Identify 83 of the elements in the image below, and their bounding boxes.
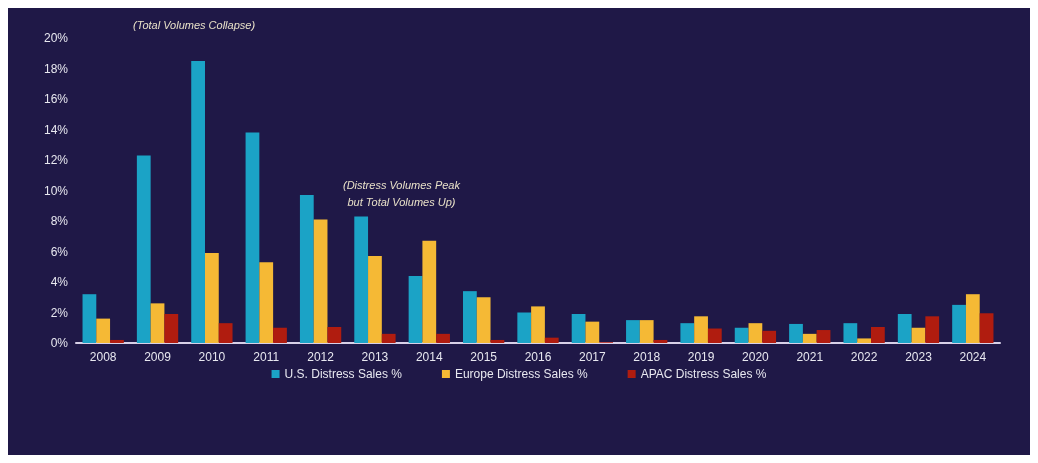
annotation: (Distress Volumes Peak but Total Volumes Up) — [343, 178, 461, 208]
bar — [897, 314, 912, 343]
bar — [653, 339, 668, 343]
y-tick-label: 12% — [43, 153, 69, 167]
legend-label: U.S. Distress Sales % — [284, 367, 403, 381]
bar — [925, 316, 940, 343]
x-tick-label: 2020 — [742, 350, 770, 364]
bar — [96, 318, 111, 343]
x-tick-label: 2009 — [144, 350, 172, 364]
bar — [218, 323, 233, 343]
bar — [381, 333, 396, 343]
bar — [150, 303, 165, 343]
bar — [585, 321, 600, 343]
y-tick-label: 6% — [50, 244, 69, 259]
x-tick-label: 2021 — [796, 350, 824, 364]
y-tick-label: 10% — [43, 183, 69, 198]
bar — [694, 316, 708, 343]
bar — [136, 155, 151, 343]
legend-label: Europe Distress Sales % — [454, 367, 588, 381]
y-tick-label: 18% — [43, 61, 69, 76]
bar — [517, 312, 532, 343]
bar — [354, 216, 369, 343]
y-tick-label: 16% — [43, 92, 69, 106]
bar — [965, 294, 980, 343]
x-tick-label: 2022 — [850, 350, 878, 364]
bar — [110, 339, 124, 343]
x-tick-label: 2024 — [959, 350, 987, 364]
bar — [639, 320, 654, 343]
x-tick-label: 2018 — [633, 350, 661, 364]
x-tick-label: 2019 — [687, 350, 715, 364]
bar — [816, 330, 831, 343]
x-tick-label: 2013 — [361, 350, 389, 364]
bar — [408, 275, 423, 343]
y-tick-label: 2% — [50, 305, 69, 320]
bar — [871, 326, 885, 343]
bar — [748, 323, 763, 343]
x-tick-label: 2016 — [524, 350, 552, 364]
bar — [734, 327, 749, 343]
x-tick-label: 2012 — [307, 350, 335, 364]
x-tick-label: 2011 — [253, 350, 280, 364]
y-tick-label: 14% — [43, 122, 69, 137]
bar — [707, 328, 722, 343]
bar — [952, 304, 966, 343]
x-tick-label: 2014 — [415, 350, 443, 364]
bar — [164, 314, 179, 343]
bar — [476, 297, 491, 343]
y-tick-label: 4% — [50, 275, 69, 289]
x-tick-label: 2023 — [905, 350, 933, 364]
x-tick-label: 2017 — [579, 350, 607, 364]
bar — [626, 320, 640, 343]
bar — [531, 306, 545, 343]
bar — [245, 132, 260, 343]
bar — [273, 327, 287, 343]
bar — [843, 323, 858, 343]
text: (Total Volumes Collapse) — [133, 18, 256, 31]
bar — [979, 313, 994, 343]
bar — [313, 219, 328, 343]
bar — [327, 326, 342, 343]
bar — [299, 195, 314, 343]
bar — [436, 333, 450, 343]
bar — [680, 323, 695, 343]
x-tick-label: 2015 — [470, 350, 498, 364]
bar — [802, 333, 817, 343]
bar — [857, 338, 871, 343]
bar — [205, 253, 219, 343]
bar — [571, 314, 586, 343]
legend-label: APAC Distress Sales % — [640, 367, 767, 381]
bar — [762, 330, 777, 343]
y-tick-label: 20% — [43, 31, 69, 45]
bar — [422, 240, 437, 343]
bar — [368, 256, 382, 343]
bar — [462, 291, 477, 343]
bar — [789, 323, 803, 343]
x-tick-label: 2008 — [89, 350, 117, 364]
x-tick-label: 2010 — [198, 350, 226, 364]
y-tick-label: 8% — [50, 214, 69, 228]
bar — [490, 339, 505, 343]
bar — [259, 262, 274, 343]
bar — [544, 337, 559, 343]
bar — [911, 327, 926, 343]
bar — [82, 294, 97, 343]
y-tick-label: 0% — [50, 336, 69, 350]
bar — [191, 60, 205, 343]
